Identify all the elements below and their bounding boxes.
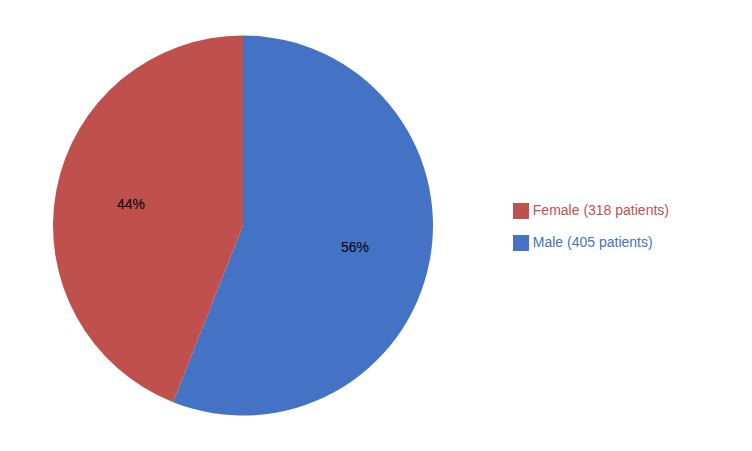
html-text:Female (318 patients): Female (318 patients) <box>532 201 669 218</box>
html-text:Male (405 patients): Male (405 patients) <box>532 233 653 250</box>
svg-text:56%: 56% <box>341 239 369 255</box>
svg-text:44%: 44% <box>117 196 145 212</box>
